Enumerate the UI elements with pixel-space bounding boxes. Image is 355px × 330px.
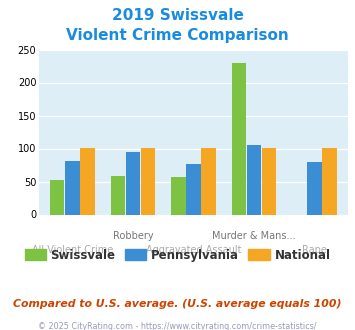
Bar [65,161,80,214]
Bar [171,177,186,215]
Bar [80,148,95,214]
Text: © 2025 CityRating.com - https://www.cityrating.com/crime-statistics/: © 2025 CityRating.com - https://www.city… [38,322,317,330]
Bar [201,148,216,214]
Text: Compared to U.S. average. (U.S. average equals 100): Compared to U.S. average. (U.S. average … [13,299,342,309]
Bar [110,176,125,214]
Text: 2019 Swissvale: 2019 Swissvale [111,8,244,23]
Text: All Violent Crime: All Violent Crime [32,245,113,255]
Text: Rape: Rape [302,245,327,255]
Bar [262,148,277,214]
Bar [231,63,246,214]
Text: Murder & Mans...: Murder & Mans... [212,231,296,241]
Bar [247,145,261,214]
Bar [141,148,155,214]
Text: Robbery: Robbery [113,231,153,241]
Legend: Swissvale, Pennsylvania, National: Swissvale, Pennsylvania, National [20,244,335,266]
Bar [126,152,140,214]
Bar [322,148,337,214]
Text: Aggravated Assault: Aggravated Assault [146,245,241,255]
Bar [50,180,65,214]
Text: Violent Crime Comparison: Violent Crime Comparison [66,28,289,43]
Bar [186,164,201,214]
Bar [307,162,322,214]
